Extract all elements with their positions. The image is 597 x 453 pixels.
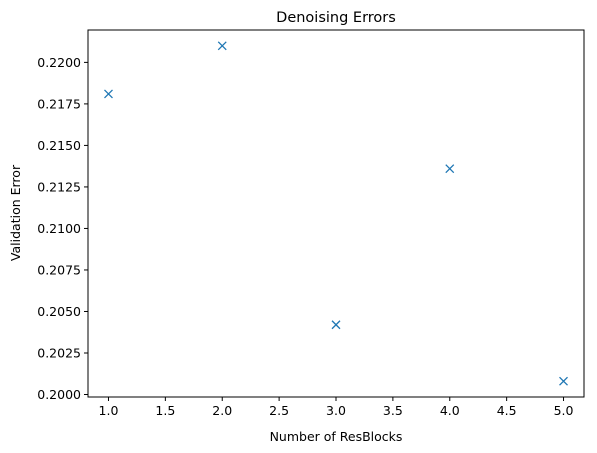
data-points xyxy=(104,41,568,386)
y-tick-label: 0.2100 xyxy=(37,221,81,236)
data-point xyxy=(217,41,227,51)
x-tick-label: 2.5 xyxy=(269,403,289,418)
y-tick-label: 0.2075 xyxy=(37,262,81,277)
y-axis-ticks: 0.2000 0.2025 0.2050 0.2075 0.2100 0.2125 0.21… xyxy=(37,55,88,402)
y-tick-label: 0.2000 xyxy=(37,387,81,402)
x-tick-label: 3.0 xyxy=(326,403,346,418)
x-tick-label: 4.0 xyxy=(440,403,460,418)
data-point xyxy=(104,89,113,99)
data-point xyxy=(331,320,341,330)
data-point xyxy=(445,164,455,174)
x-tick-label: 1.0 xyxy=(99,403,119,418)
data-point xyxy=(559,376,568,386)
y-tick-label: 0.2175 xyxy=(37,96,81,111)
x-tick-label: 3.5 xyxy=(383,403,403,418)
x-tick-label: 4.5 xyxy=(497,403,517,418)
x-axis-ticks: 1.0 1.5 2.0 2.5 3.0 3.5 4.0 4.5 5.0 xyxy=(99,397,574,418)
x-tick-label: 1.5 xyxy=(155,403,175,418)
x-axis-label: Number of ResBlocks xyxy=(270,429,403,444)
y-axis-label: Validation Error xyxy=(8,164,23,261)
plot-area xyxy=(87,29,585,398)
chart-title: Denoising Errors xyxy=(276,10,396,26)
y-tick-label: 0.2050 xyxy=(37,304,81,319)
y-tick-label: 0.2150 xyxy=(37,138,81,153)
y-tick-label: 0.2025 xyxy=(37,345,81,360)
x-tick-label: 5.0 xyxy=(554,403,574,418)
y-tick-label: 0.2200 xyxy=(37,55,81,70)
x-tick-label: 2.0 xyxy=(212,403,232,418)
y-tick-label: 0.2125 xyxy=(37,179,81,194)
